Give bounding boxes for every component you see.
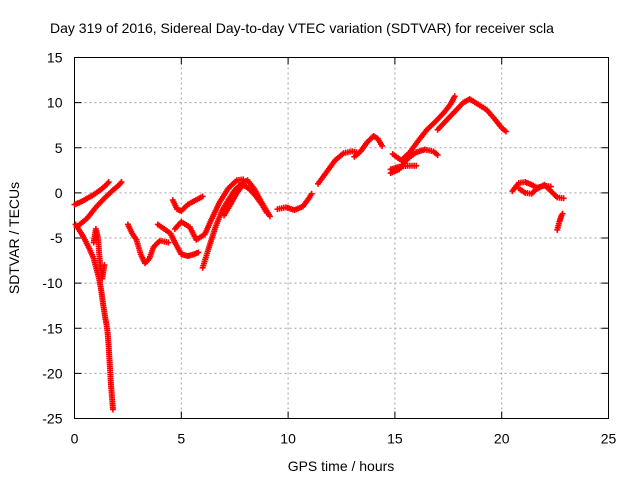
- data-segment: [169, 193, 206, 214]
- y-axis-label: SDTVAR / TECUs: [6, 182, 22, 294]
- data-point: [308, 190, 315, 197]
- y-tick-label: 5: [55, 140, 63, 156]
- data-segment: [274, 190, 315, 214]
- x-tick-label: 5: [177, 431, 185, 447]
- data-segment: [387, 146, 441, 177]
- data-point: [547, 183, 554, 190]
- data-point: [502, 128, 509, 135]
- x-tick-label: 20: [494, 431, 510, 447]
- data-segment: [154, 221, 202, 260]
- data-segment: [73, 179, 125, 231]
- data-point: [559, 210, 566, 217]
- data-segment: [124, 221, 172, 267]
- axis-ticks: 0 5 10 15 20 25 15 10 5 0 -5 -10 -15 -20 -25: [42, 50, 616, 447]
- y-tick-label: -20: [42, 365, 62, 381]
- data-point: [266, 213, 273, 220]
- data-point: [165, 239, 172, 246]
- data-point: [560, 195, 567, 202]
- data-segment: [72, 221, 116, 413]
- data-point: [101, 262, 108, 269]
- data-segment: [554, 210, 566, 233]
- data-segment: [315, 148, 360, 187]
- x-tick-label: 10: [280, 431, 296, 447]
- x-axis-label: GPS time / hours: [288, 458, 395, 474]
- data-point: [195, 249, 202, 256]
- data-segment: [351, 133, 386, 160]
- grid-lines: [74, 57, 609, 419]
- data-segment: [221, 181, 270, 219]
- data-segment: [387, 162, 420, 173]
- data-point: [199, 193, 206, 200]
- data-point: [434, 151, 441, 158]
- data-series: [71, 93, 567, 413]
- y-tick-label: -25: [42, 411, 62, 427]
- chart-title: Day 319 of 2016, Sidereal Day-to-day VTE…: [50, 20, 554, 36]
- data-segment: [389, 93, 458, 164]
- data-point: [451, 93, 458, 100]
- y-tick-label: 10: [47, 95, 63, 111]
- data-segment: [171, 176, 247, 243]
- y-tick-label: 0: [55, 185, 63, 201]
- y-tick-label: -5: [50, 230, 63, 246]
- data-point: [105, 179, 112, 186]
- y-tick-label: -15: [42, 320, 62, 336]
- x-tick-label: 15: [387, 431, 403, 447]
- data-point: [263, 209, 270, 216]
- data-point: [413, 162, 420, 169]
- data-point: [109, 406, 116, 413]
- x-tick-label: 25: [601, 431, 617, 447]
- x-tick-label: 0: [71, 431, 79, 447]
- data-segment: [434, 96, 509, 135]
- data-point: [118, 179, 125, 186]
- y-tick-label: -10: [42, 275, 62, 291]
- data-point: [379, 142, 386, 149]
- data-segment: [90, 225, 108, 282]
- data-segment: [515, 182, 554, 197]
- y-tick-label: 15: [47, 50, 63, 66]
- data-segment: [71, 179, 112, 208]
